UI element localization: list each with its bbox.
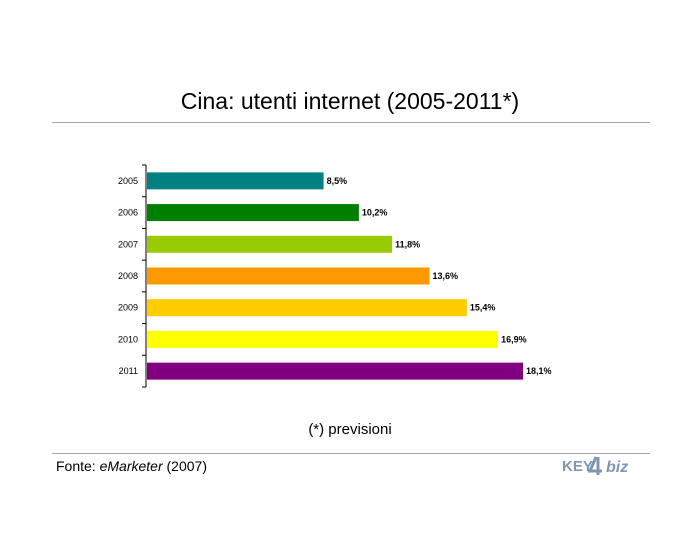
bar-2007 bbox=[147, 235, 393, 253]
title-divider bbox=[52, 122, 650, 123]
chart-title: Cina: utenti internet (2005-2011*) bbox=[180, 88, 520, 114]
value-label-2005: 8,5% bbox=[327, 176, 348, 186]
value-label-2007: 11,8% bbox=[395, 239, 420, 249]
bar-2009 bbox=[147, 299, 467, 317]
value-label-2006: 10,2% bbox=[362, 208, 388, 218]
value-label-2011: 18,1% bbox=[526, 366, 552, 376]
value-label-2008: 13,6% bbox=[433, 271, 459, 281]
bar-2011 bbox=[147, 362, 523, 380]
logo-text-left: KEY bbox=[562, 458, 593, 475]
bar-2006 bbox=[147, 204, 359, 222]
forecast-note: (*) previsioni bbox=[308, 421, 392, 438]
category-label-2007: 2007 bbox=[118, 239, 138, 249]
source-suffix: (2007) bbox=[162, 458, 207, 474]
source-name: eMarketer bbox=[99, 458, 163, 474]
source-prefix: Fonte: bbox=[56, 458, 100, 474]
footer-divider bbox=[52, 453, 650, 454]
key4biz-logo: KEY biz bbox=[562, 456, 628, 476]
category-label-2006: 2006 bbox=[118, 208, 138, 218]
source-line: Fonte: eMarketer (2007) bbox=[56, 458, 207, 474]
value-label-2010: 16,9% bbox=[501, 334, 527, 344]
category-label-2011: 2011 bbox=[119, 366, 138, 376]
category-label-2005: 2005 bbox=[118, 176, 138, 186]
logo-4-mark bbox=[587, 456, 602, 475]
category-label-2008: 2008 bbox=[118, 271, 138, 281]
logo-text-right: biz bbox=[606, 459, 628, 476]
bar-2005 bbox=[147, 172, 324, 190]
category-label-2010: 2010 bbox=[118, 334, 138, 344]
bar-2008 bbox=[147, 267, 430, 285]
bar-2010 bbox=[147, 330, 499, 348]
category-label-2009: 2009 bbox=[118, 303, 138, 313]
value-label-2009: 15,4% bbox=[470, 303, 496, 313]
